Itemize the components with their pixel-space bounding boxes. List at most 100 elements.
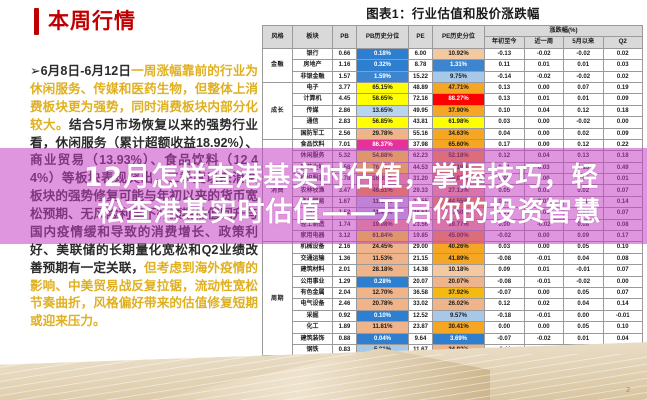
pe-percentile-cell: 30.41% (432, 321, 485, 334)
pb-cell: 0.92 (332, 309, 357, 323)
q2-change-cell: 0.18 (602, 104, 643, 118)
pe-cell: 43.81 (408, 116, 433, 129)
pb-percentile-cell: 12.70% (356, 286, 409, 300)
week-change-cell: 0.02 (523, 298, 564, 311)
col-since-may: 5月以来 (563, 36, 604, 49)
sector-cell: 公用事业 (292, 275, 333, 289)
ytd-change-cell: 0.03 (484, 116, 525, 129)
table-row: 公用事业 1.29 0.28% 20.07 20.07% -0.08 -0.01 -0.02 0… (263, 275, 643, 289)
q2-change-cell: 0.19 (602, 81, 643, 95)
since-may-change-cell: 0.01 (563, 59, 604, 72)
pb-percentile-cell: 0.28% (356, 275, 409, 289)
table-row: 建筑材料 2.01 28.18% 14.38 10.18% 0.09 0.01 -0.01 0.… (263, 264, 643, 277)
pb-percentile-cell: 29.78% (356, 127, 409, 140)
pb-cell: 2.04 (332, 286, 357, 300)
table-row: 有色金属 2.04 12.70% 36.58 37.92% -0.07 0.00 0.05 0.… (263, 286, 643, 300)
pe-percentile-cell: 26.02% (432, 298, 485, 311)
sector-cell: 房地产 (292, 59, 333, 72)
ytd-change-cell: 0.13 (484, 81, 525, 95)
col-change-group: 涨跌幅(%) (484, 24, 643, 38)
ytd-change-cell: 0.00 (484, 321, 525, 334)
week-change-cell: -0.02 (523, 70, 564, 83)
table-row: 金融 银行 0.66 0.18% 6.00 10.92% -0.13 -0.02 -0.02 0.… (262, 47, 643, 83)
ytd-change-cell: 0.04 (484, 127, 525, 140)
sector-cell: 化工 (292, 321, 333, 334)
ytd-change-cell: 0.12 (484, 298, 525, 311)
week-change-cell: 0.01 (523, 264, 564, 277)
pe-percentile-cell: 34.63% (432, 127, 485, 140)
pe-percentile-cell: 9.57% (432, 309, 485, 323)
col-style: 风格 (262, 25, 293, 49)
table-header-row-sub: 年初至今 近一周 5月以来 Q2 (263, 36, 643, 49)
col-pe: PE (408, 25, 433, 49)
col-q2: Q2 (602, 36, 643, 49)
pe-cell: 15.22 (408, 70, 433, 83)
since-may-change-cell: -0.02 (563, 116, 604, 129)
pe-percentile-cell: 9.75% (432, 70, 485, 83)
ytd-change-cell: -0.18 (484, 309, 525, 323)
sector-cell: 通信 (292, 116, 333, 129)
week-change-cell: -0.02 (523, 47, 564, 61)
pe-percentile-cell: 47.71% (432, 81, 485, 95)
sector-cell: 国防军工 (292, 127, 333, 140)
style-group-cell: 周期 (262, 241, 293, 357)
since-may-change-cell: 0.02 (563, 127, 604, 140)
sector-cell: 非银金融 (292, 70, 333, 83)
pb-percentile-cell: 1.59% (356, 70, 409, 83)
bullet-marker: ➢ (30, 64, 41, 78)
table-row: 交通运输 1.36 11.53% 21.15 41.89% -0.08 -0.01 0.04 0… (263, 252, 643, 266)
pb-cell: 1.89 (332, 321, 357, 334)
week-change-cell: 0.00 (523, 81, 564, 95)
since-may-change-cell: -0.02 (563, 275, 604, 289)
since-may-change-cell: 0.01 (563, 93, 604, 106)
page-title: 本周行情 (48, 10, 136, 33)
pe-cell: 36.58 (408, 286, 433, 300)
style-group-cell: 金融 (262, 47, 293, 83)
col-ytd: 年初至今 (484, 36, 525, 49)
col-pb: PB (332, 25, 357, 49)
pb-percentile-cell: 0.10% (356, 309, 409, 323)
sector-cell: 建筑材料 (292, 264, 333, 277)
pb-percentile-cell: 20.78% (356, 298, 409, 311)
pe-percentile-cell: 1.31% (432, 59, 485, 72)
ytd-change-cell: -0.08 (484, 252, 525, 266)
col-sector: 板块 (292, 25, 333, 49)
q2-change-cell: 0.14 (602, 298, 643, 311)
week-change-cell: 0.01 (523, 59, 564, 72)
pb-cell: 2.56 (332, 127, 357, 140)
since-may-change-cell: 0.04 (563, 298, 604, 311)
since-may-change-cell: 0.07 (563, 81, 604, 95)
week-change-cell: 0.00 (523, 127, 564, 140)
pe-percentile-cell: 37.92% (432, 286, 485, 300)
sector-cell: 有色金属 (292, 286, 333, 300)
week-change-cell: -0.01 (523, 309, 564, 323)
pe-cell: 72.16 (408, 93, 433, 106)
since-may-change-cell: 0.00 (563, 309, 604, 323)
sector-cell: 电气设备 (292, 298, 333, 311)
pb-percentile-cell: 28.18% (356, 264, 409, 277)
table-row: 传媒 2.86 13.65% 49.95 37.90% 0.10 0.04 0.12 0.18 (263, 104, 643, 118)
ytd-change-cell: 0.09 (484, 264, 525, 277)
ytd-change-cell: 0.13 (484, 93, 525, 106)
sector-cell: 银行 (292, 47, 333, 61)
pb-percentile-cell: 0.18% (356, 47, 409, 61)
pb-percentile-cell: 56.85% (356, 116, 409, 129)
since-may-change-cell: -0.02 (563, 47, 604, 61)
week-change-cell: 0.01 (523, 93, 564, 106)
week-change-cell: -0.01 (523, 252, 564, 266)
pe-cell: 48.89 (408, 81, 433, 95)
pb-percentile-cell: 65.15% (356, 81, 409, 95)
pb-percentile-cell: 0.32% (356, 59, 409, 72)
since-may-change-cell: 0.04 (563, 252, 604, 266)
pe-cell: 8.78 (408, 59, 433, 72)
q2-change-cell: 0.02 (602, 47, 643, 61)
pb-percentile-cell: 11.81% (356, 321, 409, 334)
pb-percentile-cell: 58.65% (356, 93, 409, 106)
table-row: 成长 电子 3.77 65.15% 48.89 47.71% 0.13 0.00 0.07 0.1… (262, 81, 643, 140)
pb-cell: 1.36 (332, 252, 357, 266)
pe-cell: 20.07 (408, 275, 433, 289)
table-header-row-top: 风格 板块 PB PB历史分位 PE PE历史分位 涨跌幅(%) (262, 24, 643, 49)
pe-cell: 23.87 (408, 321, 433, 334)
pb-cell: 2.83 (332, 116, 357, 129)
q2-change-cell: 0.09 (602, 127, 643, 140)
